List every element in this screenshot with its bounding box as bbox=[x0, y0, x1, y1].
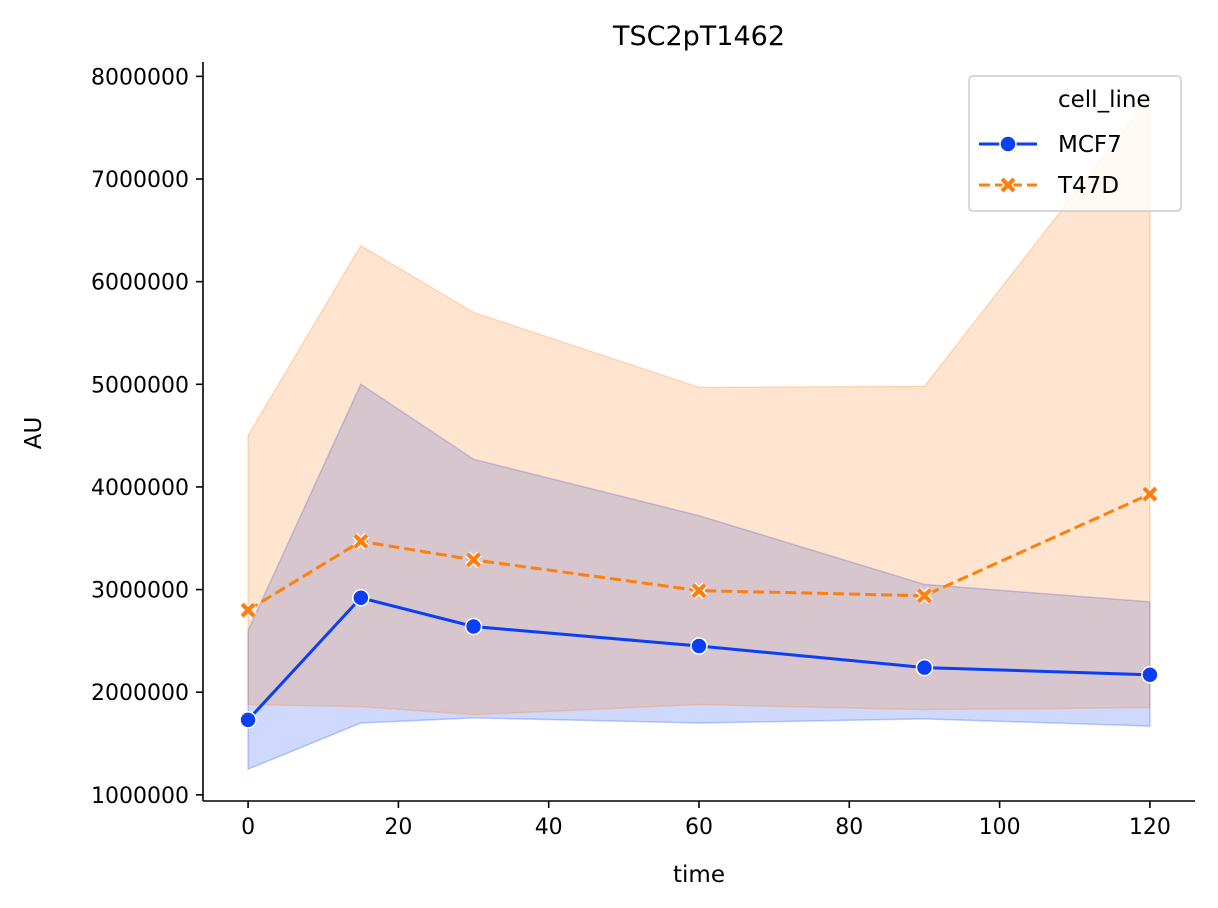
data-point-mcf7-60 bbox=[690, 637, 708, 655]
legend-marker-mcf7 bbox=[999, 135, 1017, 153]
data-point-t47d-120 bbox=[1141, 485, 1159, 503]
series-line-t47d bbox=[247, 492, 1151, 612]
y-tick-label: 7000000 bbox=[91, 168, 189, 193]
series-line-mcf7 bbox=[246, 596, 1150, 721]
series-lines bbox=[246, 492, 1151, 721]
data-point-mcf7-90 bbox=[915, 658, 934, 677]
data-point-mcf7-0 bbox=[239, 711, 257, 729]
x-tick-label: 20 bbox=[384, 815, 412, 840]
data-point-t47d-15 bbox=[352, 532, 370, 550]
x-axis-title: time bbox=[673, 862, 725, 888]
y-tick-label: 6000000 bbox=[91, 271, 189, 296]
legend-label-mcf7: MCF7 bbox=[1058, 132, 1122, 158]
data-point-t47d-0 bbox=[239, 601, 257, 619]
legend-box bbox=[968, 75, 1182, 212]
chart-title: TSC2pT1462 bbox=[612, 21, 785, 52]
data-point-t47d-90 bbox=[915, 587, 933, 605]
series-markers bbox=[239, 485, 1159, 729]
axes: 0 20 40 60 80 100 120 1000000 2000000 3000000 4000… bbox=[91, 62, 1195, 840]
legend-title: cell_line bbox=[1058, 87, 1151, 113]
x-tick-label: 100 bbox=[979, 815, 1021, 840]
y-tick-label: 3000000 bbox=[91, 579, 189, 604]
data-point-mcf7-120 bbox=[1141, 666, 1159, 684]
x-tick-label: 120 bbox=[1129, 815, 1171, 840]
y-tick-label: 1000000 bbox=[91, 784, 189, 809]
y-tick-label: 2000000 bbox=[91, 681, 189, 706]
legend-label-t47d: T47D bbox=[1057, 173, 1119, 199]
y-axis-title: AU bbox=[21, 417, 47, 450]
data-point-mcf7-30 bbox=[464, 617, 483, 636]
legend-marker-t47d bbox=[999, 176, 1017, 194]
y-tick-label: 4000000 bbox=[91, 476, 189, 501]
y-tick-label: 5000000 bbox=[91, 373, 189, 398]
x-tick-label: 60 bbox=[685, 815, 713, 840]
data-point-mcf7-15 bbox=[352, 589, 370, 607]
x-tick-label: 40 bbox=[535, 815, 563, 840]
x-tick-label: 0 bbox=[241, 815, 255, 840]
y-tick-label: 8000000 bbox=[91, 65, 189, 90]
x-tick-label: 80 bbox=[835, 815, 863, 840]
legend: cell_line MCF7 T47D bbox=[968, 75, 1182, 212]
data-point-t47d-60 bbox=[690, 582, 708, 600]
data-point-t47d-30 bbox=[465, 551, 483, 569]
